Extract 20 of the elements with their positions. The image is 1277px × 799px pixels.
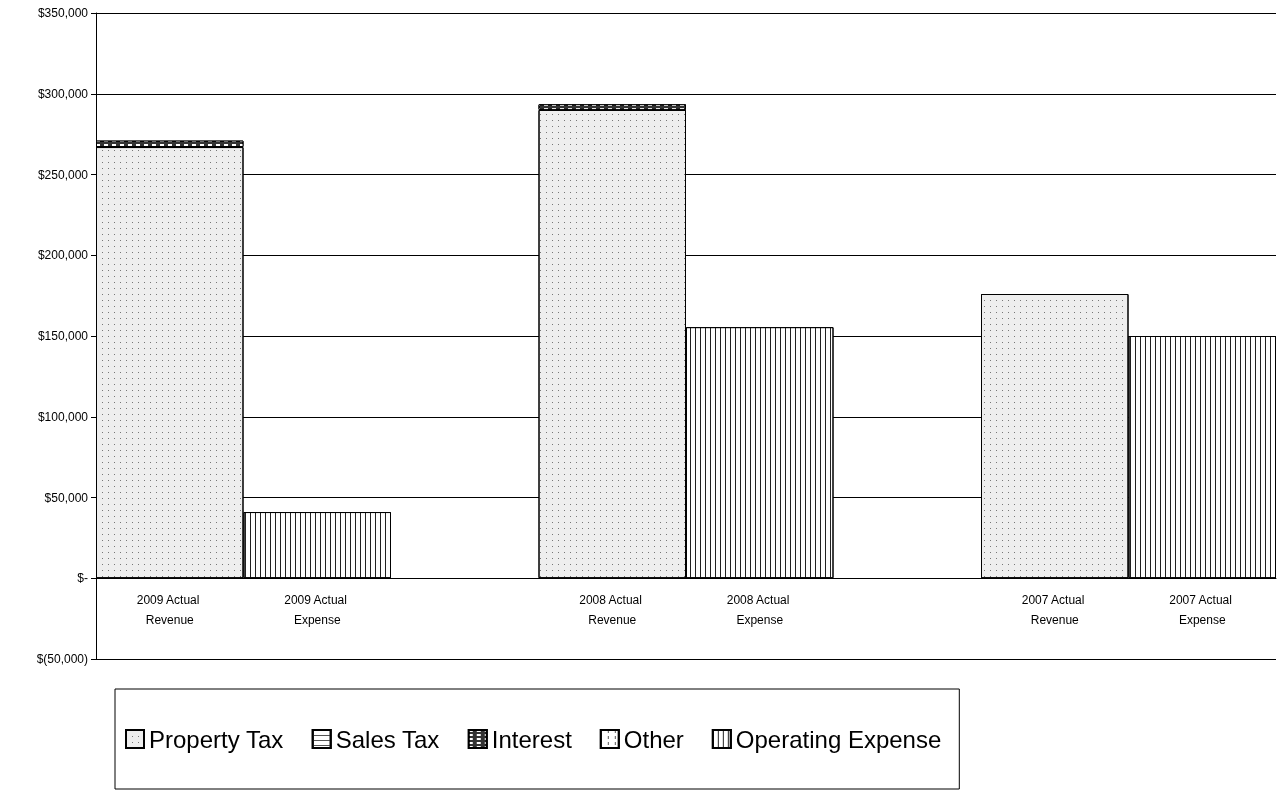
legend-label: Operating Expense (735, 725, 942, 753)
legend-label: Sales Tax (335, 725, 440, 753)
x-tick-label: 2007 Actual Revenue (1021, 593, 1088, 627)
legend-label: Interest (491, 725, 573, 753)
x-tick-label: 2008 Actual Revenue (579, 593, 646, 627)
x-tick-label: 2009 Actual Expense (284, 593, 351, 627)
y-tick-label: $350,000 (37, 6, 89, 20)
y-tick-label: $- (77, 571, 88, 586)
y-tick-label: $(50,000) (36, 652, 88, 666)
x-tick-label: 2008 Actual Expense (726, 593, 793, 627)
y-tick-label: $200,000 (37, 248, 89, 263)
y-tick-label: $50,000 (44, 490, 89, 505)
y-tick-label: $100,000 (37, 409, 89, 424)
y-tick-label: $300,000 (37, 86, 89, 101)
legend-label: Property Tax (149, 725, 284, 753)
x-tick-label: 2009 Actual Revenue (136, 593, 203, 627)
y-tick-label: $250,000 (37, 167, 89, 182)
x-tick-label: 2007 Actual Expense (1169, 593, 1236, 627)
legend-label: Other (623, 725, 684, 753)
y-tick-label: $150,000 (37, 329, 89, 343)
